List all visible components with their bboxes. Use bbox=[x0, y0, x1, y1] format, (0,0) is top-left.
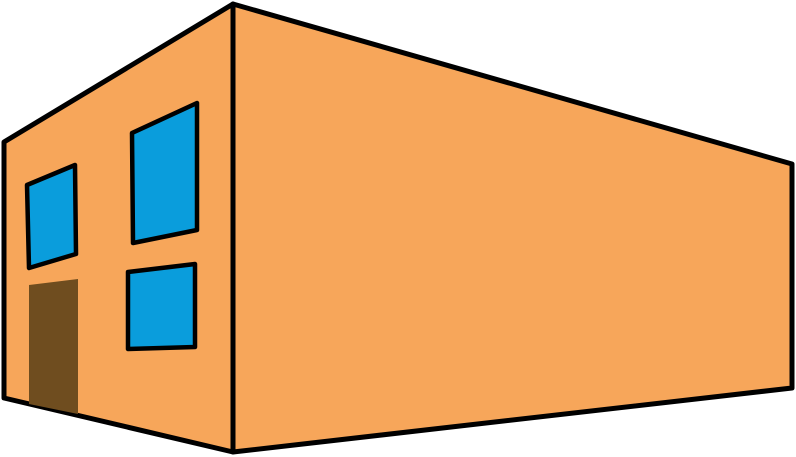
window-lower-right bbox=[125, 261, 198, 352]
window-upper-left bbox=[24, 162, 79, 271]
window-upper-right bbox=[129, 100, 200, 246]
door bbox=[29, 279, 78, 414]
right-side-wall bbox=[230, 1, 795, 455]
